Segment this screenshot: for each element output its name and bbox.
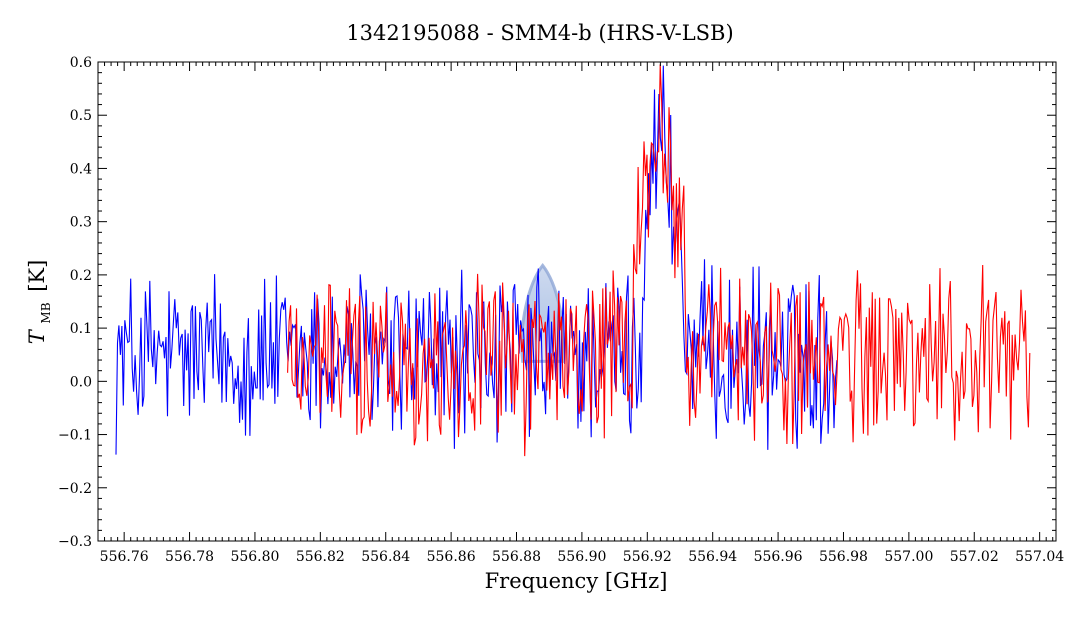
x-tick-label: 556.84: [361, 549, 410, 565]
svg-text:T MB [K]: T MB [K]: [25, 260, 55, 345]
y-axis-label-sub: MB: [39, 302, 53, 323]
y-tick-label: 0.3: [70, 215, 92, 231]
axes: 556.76 556.78 556.80 556.82 556.84 556.86 556.…: [58, 55, 1064, 565]
y-tick-label: −0.2: [58, 481, 92, 497]
y-tick-label: −0.1: [58, 428, 92, 444]
series-red-line: [287, 64, 1031, 457]
y-tick-label: 0.5: [70, 108, 92, 124]
plot-area: [115, 64, 1031, 457]
y-tick-label: 0.0: [70, 374, 92, 390]
y-tick-label: 0.4: [70, 161, 92, 177]
x-tick-label: 556.82: [296, 549, 345, 565]
x-tick-label: 556.96: [754, 549, 803, 565]
y-tick-label: 0.1: [70, 321, 92, 337]
y-tick-label: 0.6: [70, 55, 92, 71]
x-tick-label: 557.02: [950, 549, 999, 565]
y-axis-label-main: T: [25, 328, 49, 344]
x-tick-label: 556.88: [492, 549, 541, 565]
x-axis-label: Frequency [GHz]: [485, 569, 668, 593]
y-axis-label: T MB [K]: [25, 260, 55, 345]
x-tick-label: 556.78: [165, 549, 214, 565]
y-tick-label: −0.3: [58, 534, 92, 550]
plot-frame: [97, 61, 1057, 542]
x-tick-label: 556.98: [819, 549, 868, 565]
x-tick-label: 557.00: [884, 549, 933, 565]
y-tick-label: 0.2: [70, 268, 92, 284]
x-tick-label: 557.04: [1015, 549, 1064, 565]
y-axis-label-unit: [K]: [25, 260, 49, 292]
x-tick-label: 556.80: [230, 549, 279, 565]
chart-title: 1342195088 - SMM4-b (HRS-V-LSB): [346, 21, 733, 45]
series-blue-line: [115, 65, 838, 455]
x-tick-label: 556.90: [557, 549, 606, 565]
x-tick-label: 556.76: [100, 549, 149, 565]
x-tick-label: 556.86: [427, 549, 476, 565]
x-tick-label: 556.92: [623, 549, 672, 565]
x-tick-label: 556.94: [688, 549, 737, 565]
